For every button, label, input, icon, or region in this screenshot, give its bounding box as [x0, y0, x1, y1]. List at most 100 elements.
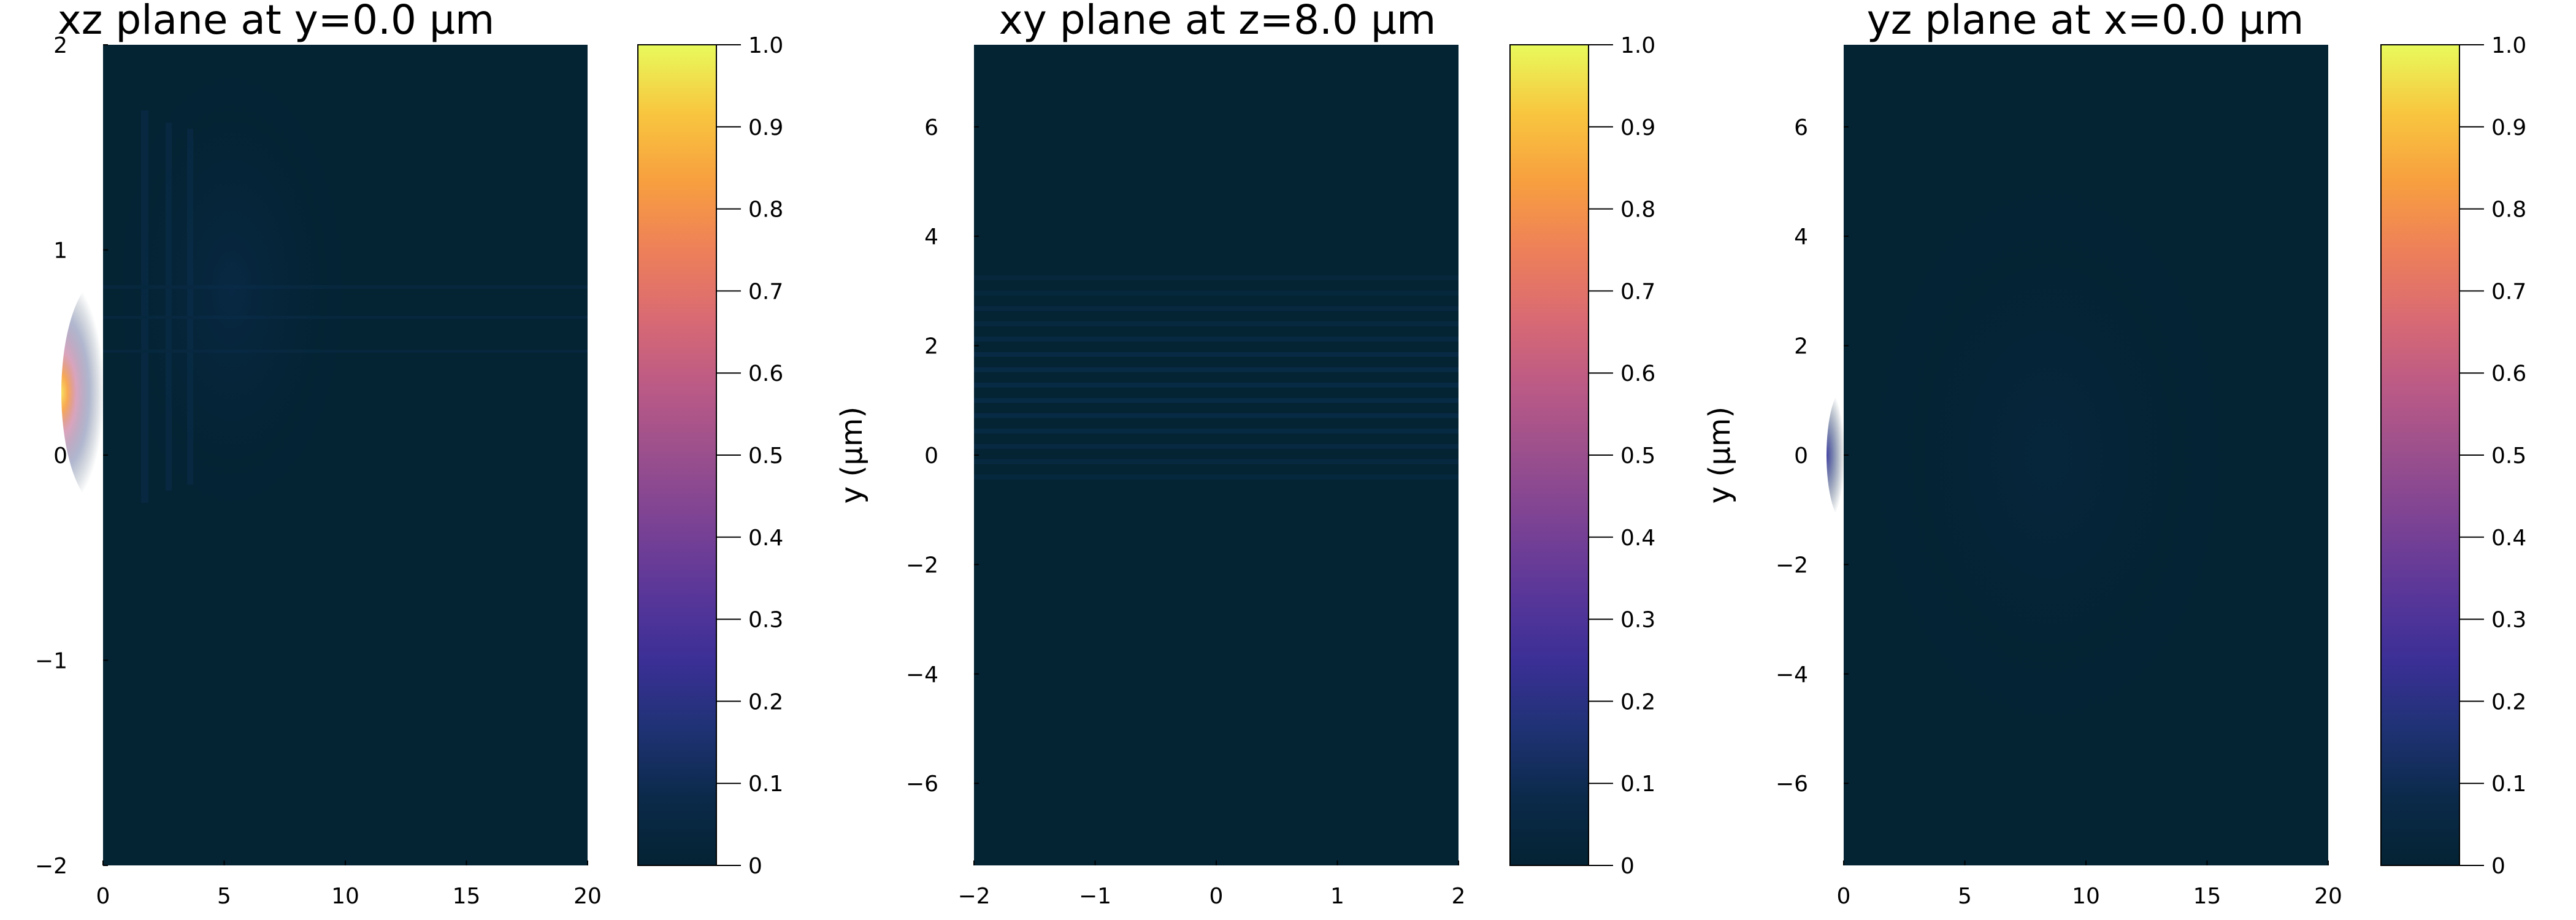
panel-xz-ytick-label: −2 [35, 854, 67, 879]
panel-xy-fringes [974, 275, 1459, 480]
panel-yz-colorbar-label: 0.6 [2491, 361, 2526, 386]
panel-xy-colorbar-label: 0.2 [1620, 689, 1655, 715]
panel-xz-colorbar-label: 0.7 [748, 279, 783, 304]
panel-xz-ytick-label: 2 [53, 33, 67, 58]
panel-xy-colorbar-label: 0.3 [1620, 608, 1655, 633]
panel-xz-colorbar-label: 0.1 [748, 772, 783, 797]
panel-yz-xtick-label: 20 [2314, 884, 2342, 909]
panel-xy-colorbar-label: 0 [1620, 854, 1635, 879]
panel-yz-ytick-label: −6 [1776, 772, 1808, 797]
panel-xy-colorbar-label: 0.9 [1620, 115, 1655, 140]
panel-xy-title: xy plane at z=8.0 µm [999, 0, 1436, 44]
panel-xz-ytick-label: 0 [53, 443, 67, 469]
panel-xy-fringe [974, 305, 1459, 311]
panel-yz-colorbar-bar [2381, 45, 2459, 865]
panel-yz-xtick-label: 10 [2072, 884, 2100, 909]
panel-xy-colorbar-bar [1510, 45, 1589, 865]
panel-xy-colorbar: 0 0.1 0.2 0.3 0.4 0.5 0.6 0.7 0.8 0.9 1.0 [1509, 33, 1655, 879]
panel-xy-fringe [974, 459, 1459, 464]
panel-yz-colorbar-label: 0.8 [2491, 197, 2526, 223]
panel-xy-ytick-label: 0 [924, 443, 938, 469]
panel-xy-fringe [974, 367, 1459, 372]
panel-yz-xtick-label: 0 [1837, 884, 1851, 909]
panel-yz-colorbar-label: 0.5 [2491, 443, 2526, 469]
panel-xy-xtick-label: 1 [1330, 884, 1344, 909]
panel-xz-xtick-label: 10 [331, 884, 359, 909]
panel-xz-colorbar-label: 0.2 [748, 689, 783, 715]
panel-yz: yz plane at x=0.0 µm y (µm) 0 5 10 15 20 −6−… [1703, 0, 2526, 909]
panel-yz-colorbar-label: 1.0 [2491, 33, 2526, 58]
panel-xy-fringe [974, 474, 1459, 480]
panel-yz-colorbar-label: 0.7 [2491, 279, 2526, 304]
panel-xy-ytick-label: −2 [906, 553, 938, 578]
panel-xy-fringe [974, 382, 1459, 388]
panel-yz-yticks: −6 −4 −2 0 2 4 6 [1776, 115, 1849, 797]
panel-yz-ylabel: y (µm) [1703, 407, 1737, 504]
panel-xy-xtick-label: −1 [1079, 884, 1111, 909]
panel-xz-colorbar-label: 0.6 [748, 361, 783, 386]
panel-xy-colorbar-label: 1.0 [1620, 33, 1655, 58]
panel-yz-colorbar-label: 0 [2491, 854, 2505, 879]
panel-xz-ytick-label: 1 [53, 239, 67, 264]
panel-xy-fringe [974, 443, 1459, 449]
panel-xy-xtick-label: 0 [1209, 884, 1224, 909]
panel-xz-title: xz plane at y=0.0 µm [58, 0, 495, 44]
panel-xy-ytick-label: 4 [924, 224, 938, 250]
panel-xy-colorbar-label: 0.4 [1620, 526, 1655, 551]
panel-yz-ytick-label: 0 [1794, 443, 1808, 469]
panel-xz-xtick-label: 15 [453, 884, 481, 909]
panel-xy-heatmap [974, 45, 1459, 865]
panel-xy-ytick-label: 2 [924, 334, 938, 359]
panel-xz-colorbar-label: 0.9 [748, 115, 783, 140]
panel-xz-colorbar-label: 0.5 [748, 443, 783, 469]
panel-yz-ytick-label: 6 [1794, 115, 1808, 140]
panel-xz-colorbar-label: 0 [748, 854, 762, 879]
panel-xy-xticks: −2 −1 0 1 2 [957, 861, 1465, 909]
panel-yz-colorbar-label: 0.4 [2491, 526, 2526, 551]
panel-yz-colorbar-label: 0.9 [2491, 115, 2526, 140]
panel-yz-title: yz plane at x=0.0 µm [1867, 0, 2304, 44]
panel-xz-colorbar: 0 0.1 0.2 0.3 0.4 0.5 0.6 0.7 0.8 0.9 1.0 [637, 33, 783, 879]
panel-yz-ytick-label: −4 [1776, 662, 1808, 688]
panel-xz-xtick-label: 5 [217, 884, 231, 909]
panel-yz-colorbar-label: 0.2 [2491, 689, 2526, 715]
panel-xz-hot-spot [61, 276, 147, 509]
panel-xy-colorbar-label: 0.5 [1620, 443, 1655, 469]
panel-xz-colorbar-label: 0.4 [748, 526, 783, 551]
panel-xy-yticks: −6 −4 −2 0 2 4 6 [906, 115, 979, 797]
panel-xz-near-field [103, 45, 361, 535]
panel-xz-colorbar-bar [638, 45, 716, 865]
panel-yz-xtick-label: 5 [1958, 884, 1972, 909]
panel-xy: xy plane at z=8.0 µm y (µm) −2 −1 0 1 2 −6 −4… [835, 0, 1655, 909]
panel-xz-colorbar-label: 0.3 [748, 608, 783, 633]
panel-yz-glow [1840, 136, 2257, 774]
panel-xy-ylabel: y (µm) [835, 407, 869, 504]
panel-xz-colorbar-label: 1.0 [748, 33, 783, 58]
panel-xy-xtick-label: 2 [1452, 884, 1466, 909]
panel-yz-colorbar: 0 0.1 0.2 0.3 0.4 0.5 0.6 0.7 0.8 0.9 1.0 [2380, 33, 2526, 879]
panel-xz-fringes [103, 110, 588, 503]
panel-xz-ytick-label: −1 [35, 649, 67, 674]
panel-xy-fringe [974, 290, 1459, 296]
panel-yz-xticks: 0 5 10 15 20 [1837, 861, 2342, 909]
panel-xy-fringe [974, 397, 1459, 403]
panel-xy-fringe [974, 413, 1459, 418]
panel-yz-xtick-label: 15 [2193, 884, 2221, 909]
panel-yz-colorbar-label: 0.3 [2491, 608, 2526, 633]
panel-yz-ytick-label: 4 [1794, 224, 1808, 250]
panel-xy-fringe [974, 321, 1459, 326]
panel-xy-colorbar-label: 0.8 [1620, 197, 1655, 223]
panel-xz-xtick-label: 0 [96, 884, 110, 909]
panel-xy-fringe [974, 336, 1459, 342]
panel-xy-xtick-label: −2 [957, 884, 990, 909]
panel-xy-ytick-label: −4 [906, 662, 938, 688]
panel-xy-ytick-label: 6 [924, 115, 938, 140]
panel-xz-xticks: 0 5 10 15 20 [96, 861, 602, 909]
panel-yz-ytick-label: 2 [1794, 334, 1808, 359]
panel-xy-fringe [974, 275, 1459, 280]
panel-xy-colorbar-label: 0.6 [1620, 361, 1655, 386]
panel-xy-fringe [974, 351, 1459, 357]
panel-yz-ytick-label: −2 [1776, 553, 1808, 578]
